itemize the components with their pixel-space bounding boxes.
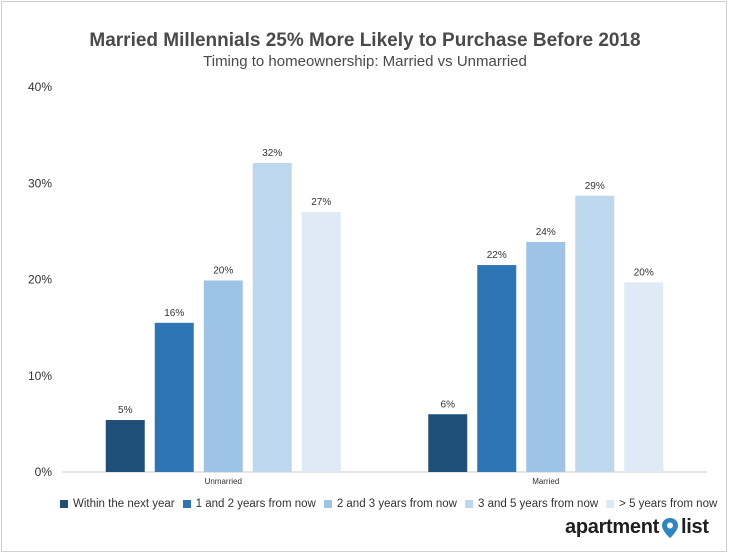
data-label: 16% [164,308,184,319]
bar [428,414,468,472]
legend-swatch [60,500,68,508]
legend-swatch [182,500,191,508]
x-tick-label: Unmarried [205,477,242,486]
y-tick-label: 40% [28,80,52,94]
data-label: 24% [536,227,556,238]
legend-item: 2 and 3 years from now [323,498,457,510]
legend-item: Within the next year [60,498,175,510]
apartment-list-logo: apartment list [565,516,709,539]
legend-label: 3 and 5 years from now [477,498,599,510]
legend-label: 1 and 2 years from now [195,498,316,510]
legend-label: 2 and 3 years from now [336,498,457,510]
legend-label: > 5 years from now [619,498,718,510]
logo-text-list: list [681,516,709,538]
legend-item: 3 and 5 years from now [464,498,599,510]
data-label: 20% [634,267,654,278]
data-label: 20% [213,265,233,276]
data-label: 6% [441,399,456,410]
bar [526,241,566,472]
legend-swatch [323,500,332,508]
data-label: 22% [487,250,507,261]
bar [203,280,243,472]
legend-item: 1 and 2 years from now [182,498,316,510]
chart-subtitle: Timing to homeownership: Married vs Unma… [203,53,527,70]
chart-title: Married Millennials 25% More Likely to P… [89,30,641,51]
y-tick-label: 10% [28,369,52,383]
y-tick-label: 30% [28,176,52,190]
map-pin-icon [662,517,678,538]
legend-swatch [464,500,473,508]
legend-label: Within the next year [73,498,175,510]
chart-legend: Within the next year 1 and 2 years from n… [60,498,717,510]
bar [105,420,145,472]
bar [477,265,517,472]
data-label: 5% [118,405,133,416]
legend-item: > 5 years from now [606,498,717,510]
bar [301,212,341,472]
bar [624,282,664,472]
x-tick-label: Married [532,477,559,486]
data-label: 29% [585,181,605,192]
bar [154,322,194,472]
bar [252,163,292,472]
legend-swatch [606,500,615,508]
data-label: 32% [262,148,282,159]
data-label: 27% [311,197,331,208]
bar [575,195,615,472]
y-tick-label: 0% [35,465,53,479]
logo-text-apartment: apartment [565,516,659,538]
y-tick-label: 20% [28,273,52,287]
